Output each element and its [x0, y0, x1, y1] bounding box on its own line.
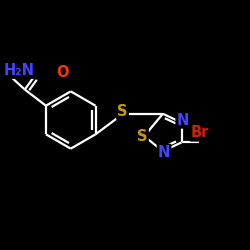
Text: N: N [176, 112, 189, 128]
Text: S: S [137, 129, 148, 144]
Text: S: S [117, 104, 128, 119]
Text: N: N [158, 145, 170, 160]
Text: Br: Br [191, 126, 210, 140]
Text: O: O [56, 65, 69, 80]
Text: H₂N: H₂N [4, 63, 34, 78]
